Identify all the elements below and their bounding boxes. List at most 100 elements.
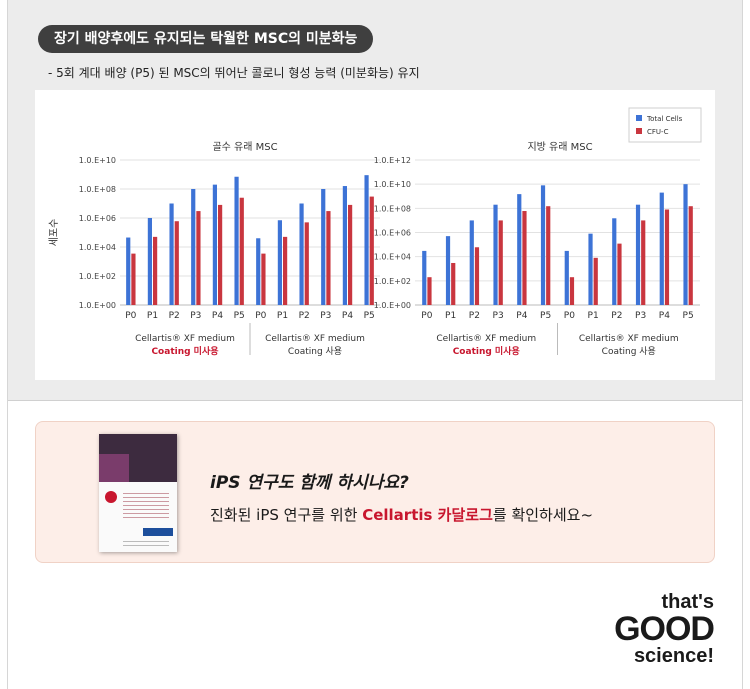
x-tick-label: P1 [445,311,456,321]
bar-cfu-c [522,211,527,305]
results-section: 장기 배양후에도 유지되는 탁월한 MSC의 미분화능 - 5회 계대 배양 (… [8,0,742,401]
y-tick-label-2: 1.0.E+12 [374,156,411,165]
section-subline: - 5회 계대 배양 (P5) 된 MSC의 뛰어난 콜로니 형성 능력 (미분… [48,66,420,80]
x-tick-label: P5 [234,311,245,321]
group-label: Cellartis® XF medium [579,334,679,344]
bar-total-cells [445,236,451,305]
x-tick-label: P4 [342,311,353,321]
bar-total-cells [212,184,217,305]
bar-total-cells [256,238,261,305]
x-tick-label: P3 [635,311,646,321]
x-tick-label: P5 [683,311,694,321]
bar-total-cells [493,204,498,305]
bar-cfu-c [688,206,693,305]
group-label: Cellartis® XF medium [135,334,235,344]
bar-cfu-c [569,277,575,305]
x-tick-label: P4 [659,311,670,321]
bar-cfu-c [593,257,598,305]
y-tick-label-2: 1.0.E+04 [374,253,411,262]
x-tick-label: P1 [277,311,288,321]
x-tick-label: P2 [299,311,310,321]
msc-charts: 골수 유래 MSC 세포수 1.0.E+00 1.0.E+02 1.0.E+04 1.0.… [48,107,702,357]
bar-total-cells [564,250,569,305]
y-tick-label-1: 1.0.E+04 [79,243,116,252]
bar-cfu-c [641,220,646,305]
bar-total-cells [540,185,546,305]
x-tick-label: P0 [564,311,575,321]
y-tick-label-2: 1.0.E+06 [374,229,411,238]
x-tick-label: P2 [169,311,180,321]
brand-line-2: GOOD [614,610,715,648]
bar-total-cells [277,220,282,305]
chart-panel: 골수 유래 MSC 세포수 1.0.E+00 1.0.E+02 1.0.E+04 1.0.… [35,90,715,380]
catalog-link[interactable]: Cellartis 카달로그 [362,506,493,524]
bar-cfu-c [283,236,288,305]
y-axis-label: 세포수 [48,219,60,247]
bar-cfu-c [326,211,331,305]
bar-total-cells [364,175,369,305]
x-tick-label: P5 [540,311,551,321]
bar-cfu-c [474,247,480,305]
group-sublabel: Coating 미사용 [151,345,218,357]
bar-cfu-c [153,236,158,305]
bar-total-cells [588,233,593,305]
bar-cfu-c [174,221,179,305]
brand-line-3: science! [633,645,714,667]
legend-label-cfu-c: CFU-C [647,128,669,136]
takara-logo-icon [143,528,173,536]
legend-swatch-total-cells [636,115,642,121]
catalog-cover-cell-photo [99,454,129,482]
group-sublabel: Coating 사용 [288,346,342,357]
x-tick-label: P0 [255,311,266,321]
bar-cfu-c [348,204,353,305]
ips-promo-banner[interactable]: iPS 연구도 함께 하시나요? 진화된 iPS 연구를 위한 Cellarti… [35,421,715,563]
bar-cfu-c [261,253,266,305]
x-tick-label: P2 [611,311,622,321]
bar-total-cells [517,194,522,305]
x-tick-label: P5 [364,311,375,321]
x-tick-label: P4 [212,311,223,321]
y-tick-label-1: 1.0.E+06 [79,214,116,223]
x-tick-label: P0 [125,311,136,321]
bar-cfu-c [131,253,136,305]
x-tick-label: P3 [190,311,201,321]
legend-box [628,107,702,143]
section-heading: 장기 배양후에도 유지되는 탁월한 MSC의 미분화능 [38,25,374,53]
bar-total-cells [683,184,688,305]
bar-total-cells [169,203,174,305]
chart-title-1: 골수 유래 MSC [212,141,277,153]
group-sublabel: Coating 미사용 [453,345,520,357]
catalog-cover-text-lines [123,490,169,520]
chart-title-2: 지방 유래 MSC [527,141,592,153]
x-tick-label: P2 [469,311,480,321]
bar-cfu-c [546,206,551,305]
catalog-cover-image[interactable] [99,434,177,552]
x-tick-label: P3 [493,311,504,321]
promo-line[interactable]: 진화된 iPS 연구를 위한 Cellartis 카달로그를 확인하세요~ [210,504,593,525]
y-tick-label-1: 1.0.E+00 [79,301,116,310]
bar-total-cells [126,237,131,305]
bar-cfu-c [196,211,201,305]
bar-total-cells [147,218,152,305]
bar-cfu-c [664,209,670,305]
x-tick-label: P1 [588,311,599,321]
bar-cfu-c [239,197,244,305]
group-label: Cellartis® XF medium [436,334,536,344]
bar-cfu-c [304,222,309,305]
group-label: Cellartis® XF medium [265,334,365,344]
y-tick-label-2: 1.0.E+08 [374,204,411,213]
y-tick-label-2: 1.0.E+10 [374,180,411,189]
legend-swatch-cfu-c [636,128,642,134]
y-tick-label-1: 1.0.E+10 [79,156,116,165]
y-tick-label-1: 1.0.E+08 [79,185,116,194]
group-sublabel: Coating 사용 [602,346,656,357]
x-tick-label: P1 [147,311,158,321]
bar-cfu-c [617,243,622,305]
bar-cfu-c [427,277,432,305]
bar-total-cells [234,176,239,305]
bar-cfu-c [498,220,503,305]
bar-cfu-c [369,196,374,305]
bar-cfu-c [218,204,223,305]
y-tick-label-1: 1.0.E+02 [79,272,116,281]
bar-total-cells [659,192,664,305]
